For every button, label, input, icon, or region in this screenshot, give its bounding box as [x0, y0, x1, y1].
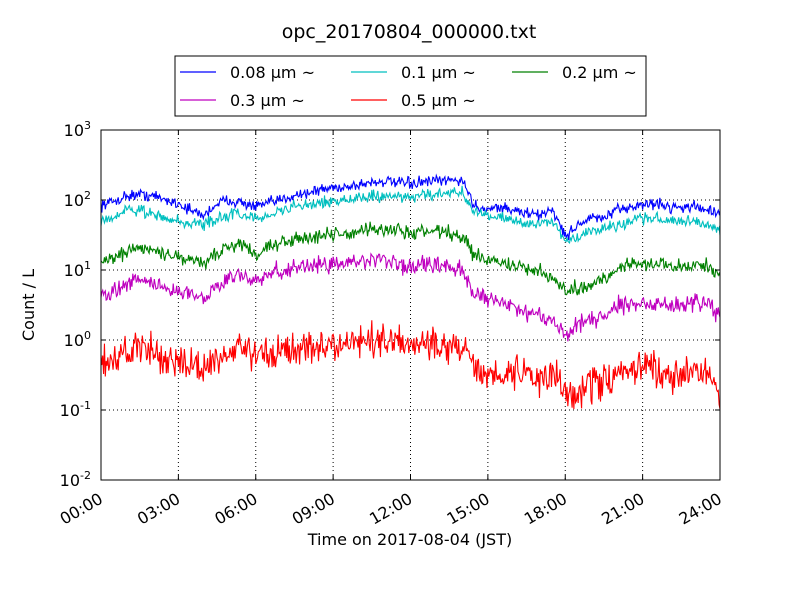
y-tick-label: 100	[64, 329, 91, 350]
legend-label: 0.2 μm ~	[562, 63, 637, 82]
series-line	[100, 221, 721, 296]
x-axis-title: Time on 2017-08-04 (JST)	[307, 530, 512, 549]
y-tick-label: 10-2	[60, 469, 91, 490]
y-axis-title: Count / L	[19, 269, 38, 341]
legend-label: 0.3 μm ~	[230, 91, 305, 110]
series-line	[100, 185, 721, 244]
legend-box	[174, 55, 647, 117]
series-line	[100, 320, 721, 410]
y-tick-label: 102	[64, 189, 91, 210]
y-tick-label: 103	[64, 119, 91, 140]
y-tick-label: 101	[64, 259, 91, 280]
chart-title: opc_20170804_000000.txt	[282, 21, 537, 43]
legend-label: 0.08 μm ~	[230, 63, 315, 82]
series-group	[100, 173, 721, 410]
series-line	[100, 252, 721, 342]
legend-label: 0.5 μm ~	[401, 91, 476, 110]
y-tick-label: 10-1	[60, 399, 91, 420]
legend-label: 0.1 μm ~	[401, 63, 476, 82]
legend: 0.08 μm ~ 0.1 μm ~ 0.2 μm ~ 0.3 μm ~ 0.5 μm …	[174, 55, 647, 117]
series-line	[100, 173, 721, 241]
